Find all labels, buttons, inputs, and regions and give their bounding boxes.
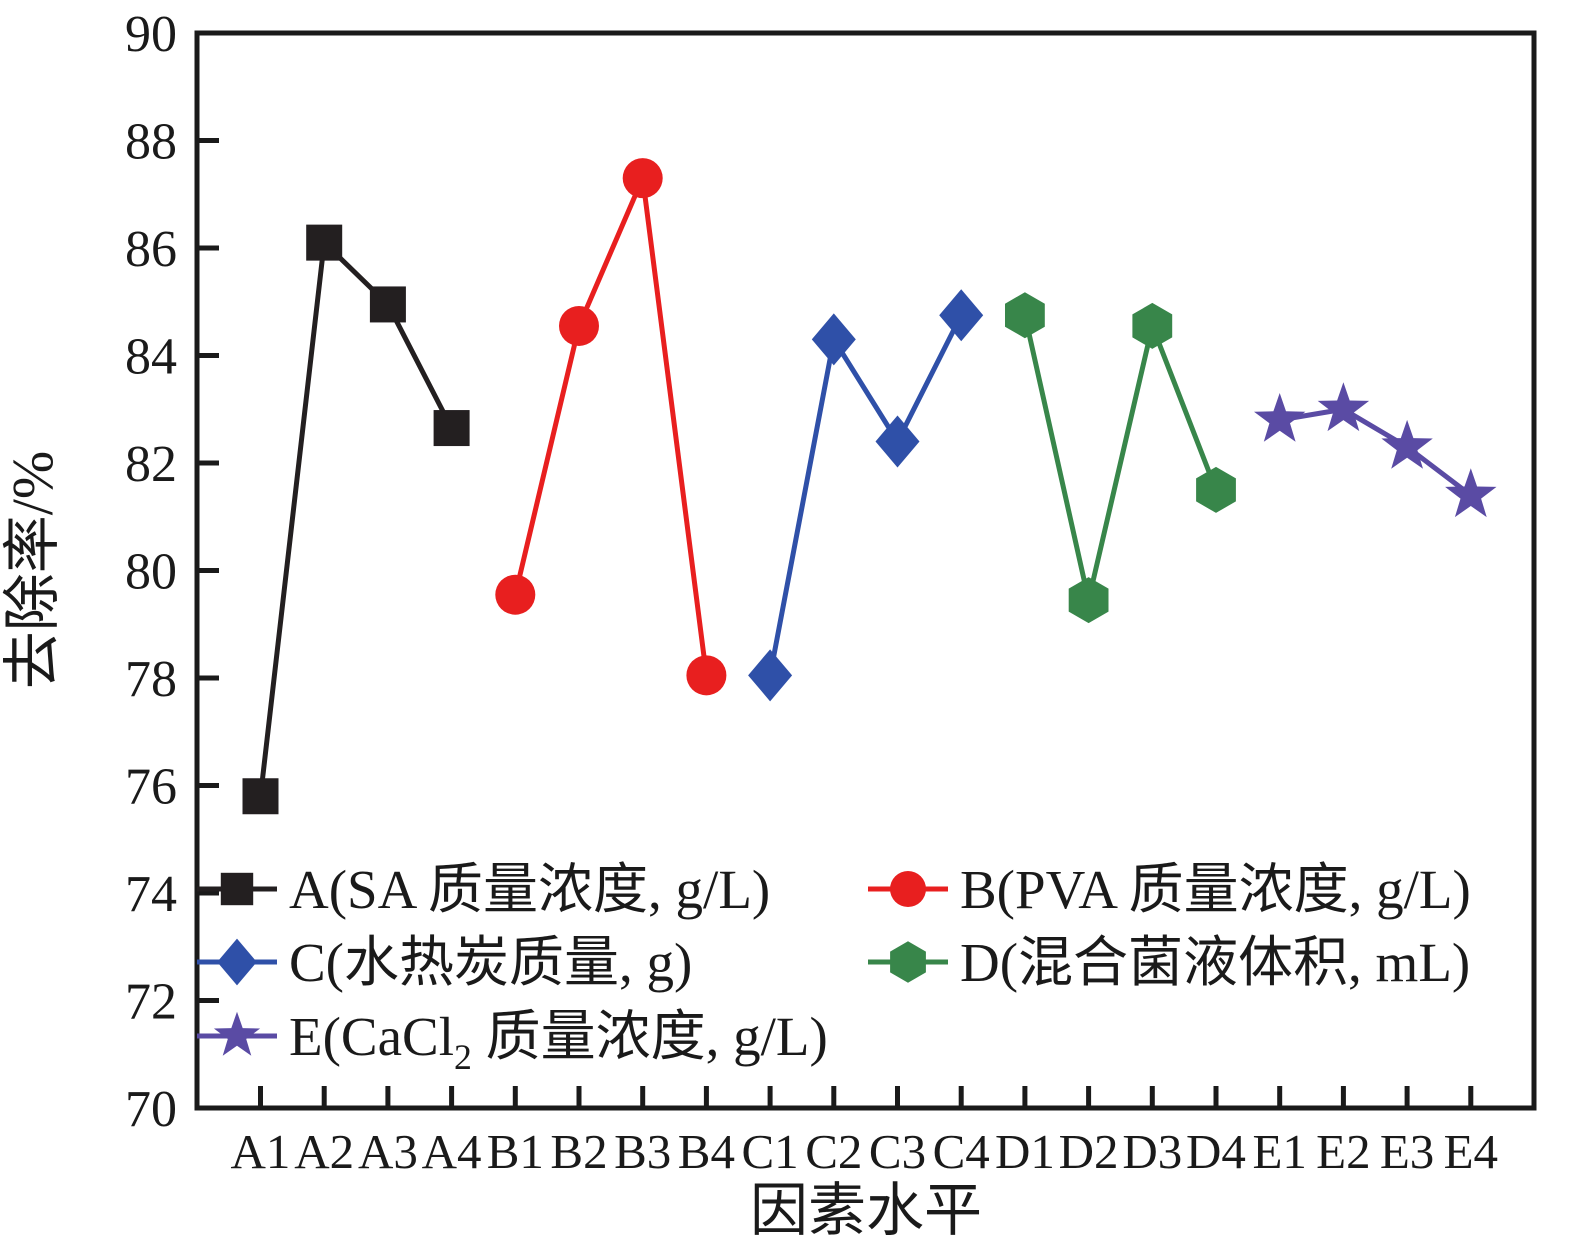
legend-item: C(水热炭质量, g) bbox=[197, 932, 692, 993]
star-marker bbox=[1317, 382, 1370, 432]
x-tick-label: D4 bbox=[1186, 1124, 1246, 1179]
x-tick-label: A4 bbox=[422, 1124, 482, 1179]
legend-item: A(SA 质量浓度, g/L) bbox=[197, 859, 770, 920]
y-tick-label: 86 bbox=[125, 221, 177, 278]
x-tick-label: C3 bbox=[869, 1124, 926, 1179]
series-line bbox=[258, 237, 454, 797]
circle-marker bbox=[686, 655, 727, 696]
series-C bbox=[748, 289, 984, 702]
star-marker bbox=[1445, 468, 1497, 518]
y-tick-label: 74 bbox=[125, 866, 177, 923]
series-line bbox=[767, 314, 964, 676]
x-tick-label: A2 bbox=[294, 1124, 354, 1179]
square-marker bbox=[242, 778, 279, 815]
legend-label: E(CaCl2 质量浓度, g/L) bbox=[289, 1006, 828, 1077]
star-legend-marker bbox=[213, 1011, 261, 1056]
y-tick-label: 70 bbox=[125, 1081, 177, 1138]
x-tick-label: E4 bbox=[1444, 1124, 1498, 1179]
x-tick-label: D3 bbox=[1122, 1124, 1182, 1179]
y-tick-label: 76 bbox=[125, 759, 177, 816]
x-tick-label: B2 bbox=[550, 1124, 607, 1179]
x-tick-label: E1 bbox=[1252, 1124, 1306, 1179]
y-tick-label: 84 bbox=[125, 329, 177, 386]
y-tick-label: 82 bbox=[125, 436, 177, 493]
hexagon-marker bbox=[1132, 302, 1173, 349]
hexagon-marker bbox=[1005, 292, 1045, 339]
series-A bbox=[242, 224, 470, 815]
legend-label: A(SA 质量浓度, g/L) bbox=[289, 859, 770, 920]
legend-item: E(CaCl2 质量浓度, g/L) bbox=[197, 1006, 828, 1077]
square-marker bbox=[369, 286, 406, 323]
y-tick-label: 88 bbox=[125, 114, 177, 171]
legend-item: D(混合菌液体积, mL) bbox=[868, 932, 1470, 993]
diamond-marker bbox=[875, 415, 920, 468]
series-line bbox=[1022, 314, 1219, 601]
series-line bbox=[512, 168, 709, 676]
y-axis-ticks: 70 72 74 76 78 80 82 84 86 88 90 bbox=[125, 6, 219, 1138]
x-tick-label: E2 bbox=[1316, 1124, 1370, 1179]
star-marker bbox=[1381, 419, 1433, 469]
x-tick-label: E3 bbox=[1380, 1124, 1434, 1179]
legend: A(SA 质量浓度, g/L) B(PVA 质量浓度, g/L) C(水热炭质量, … bbox=[197, 859, 1471, 1077]
hexagon-marker bbox=[1196, 466, 1236, 513]
hexagon-legend-marker bbox=[890, 941, 926, 983]
series-D bbox=[1005, 292, 1236, 624]
diamond-marker bbox=[748, 649, 793, 702]
legend-label: D(混合菌液体积, mL) bbox=[960, 932, 1470, 993]
series-B bbox=[495, 158, 727, 696]
x-tick-label: D2 bbox=[1059, 1124, 1119, 1179]
hexagon-marker bbox=[1068, 577, 1109, 624]
legend-label: C(水热炭质量, g) bbox=[289, 932, 692, 993]
square-marker bbox=[306, 224, 343, 261]
series-layer bbox=[242, 158, 1497, 815]
x-tick-label: B4 bbox=[678, 1124, 735, 1179]
diamond-legend-marker bbox=[217, 938, 257, 986]
series-line bbox=[1279, 406, 1473, 498]
y-tick-label: 90 bbox=[125, 6, 177, 63]
circle-marker bbox=[559, 305, 599, 346]
x-tick-label: D1 bbox=[995, 1124, 1055, 1179]
x-tick-label: B3 bbox=[614, 1124, 671, 1179]
x-tick-label: C4 bbox=[933, 1124, 990, 1179]
diamond-marker bbox=[811, 313, 856, 366]
x-tick-label: C1 bbox=[742, 1124, 799, 1179]
x-axis-ticks: A1 A2 A3 A4 B1 B2 B3 B4 C1 C2 C3 C4 D1 D2 D3 D4 E1 E2 E3 E4 bbox=[231, 1086, 1498, 1179]
square-legend-marker bbox=[220, 872, 254, 906]
legend-label: B(PVA 质量浓度, g/L) bbox=[960, 859, 1471, 920]
x-tick-label: A3 bbox=[358, 1124, 418, 1179]
x-axis-title: 因素水平 bbox=[750, 1178, 982, 1243]
diamond-marker bbox=[939, 289, 984, 342]
x-tick-label: A1 bbox=[231, 1124, 291, 1179]
circle-marker bbox=[495, 574, 536, 615]
x-tick-label: C2 bbox=[805, 1124, 862, 1179]
series-E bbox=[1254, 382, 1497, 518]
square-marker bbox=[433, 410, 470, 447]
star-marker bbox=[1254, 393, 1306, 442]
legend-item: B(PVA 质量浓度, g/L) bbox=[868, 859, 1471, 920]
x-tick-label: B1 bbox=[487, 1124, 544, 1179]
y-tick-label: 80 bbox=[125, 544, 177, 601]
y-tick-label: 78 bbox=[125, 651, 177, 708]
circle-marker bbox=[622, 158, 663, 199]
y-tick-label: 72 bbox=[125, 974, 177, 1031]
circle-legend-marker bbox=[890, 871, 926, 907]
y-axis-title: 去除率/% bbox=[0, 451, 65, 689]
